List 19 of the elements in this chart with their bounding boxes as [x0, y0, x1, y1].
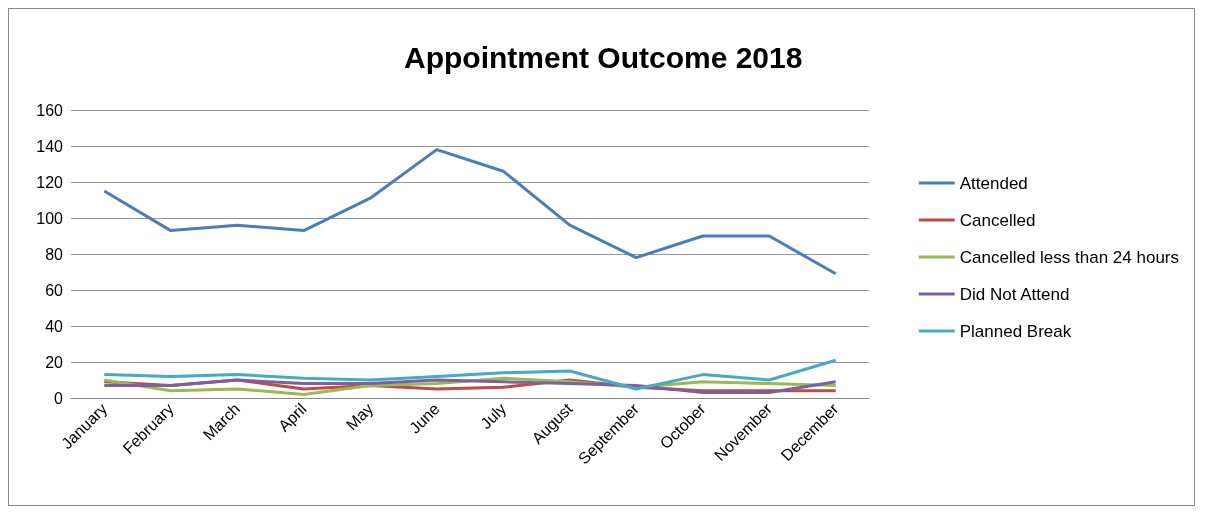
x-tick-label: May	[342, 399, 377, 434]
y-tick-label: 160	[36, 101, 64, 119]
line-series	[102, 358, 838, 391]
chart-title: Appointment Outcome 2018	[404, 40, 803, 74]
y-tick-label: 80	[45, 245, 64, 263]
y-tick-label: 0	[54, 389, 64, 407]
y-tick-label: 140	[36, 137, 64, 155]
y-tick-label: 100	[36, 209, 64, 227]
y-tick-label: 120	[36, 173, 64, 191]
y-tick-label: 20	[45, 353, 64, 371]
legend-label: Attended	[959, 173, 1028, 193]
x-tick-label: July	[477, 399, 510, 433]
line-series	[102, 148, 838, 276]
legend-label: Planned Break	[959, 321, 1072, 341]
legend-label: Cancelled	[959, 210, 1036, 230]
legend-label: Did Not Attend	[959, 284, 1070, 304]
legend-label: Cancelled less than 24 hours	[959, 247, 1179, 267]
y-tick-label: 40	[45, 317, 64, 335]
y-tick-label: 60	[45, 281, 64, 299]
